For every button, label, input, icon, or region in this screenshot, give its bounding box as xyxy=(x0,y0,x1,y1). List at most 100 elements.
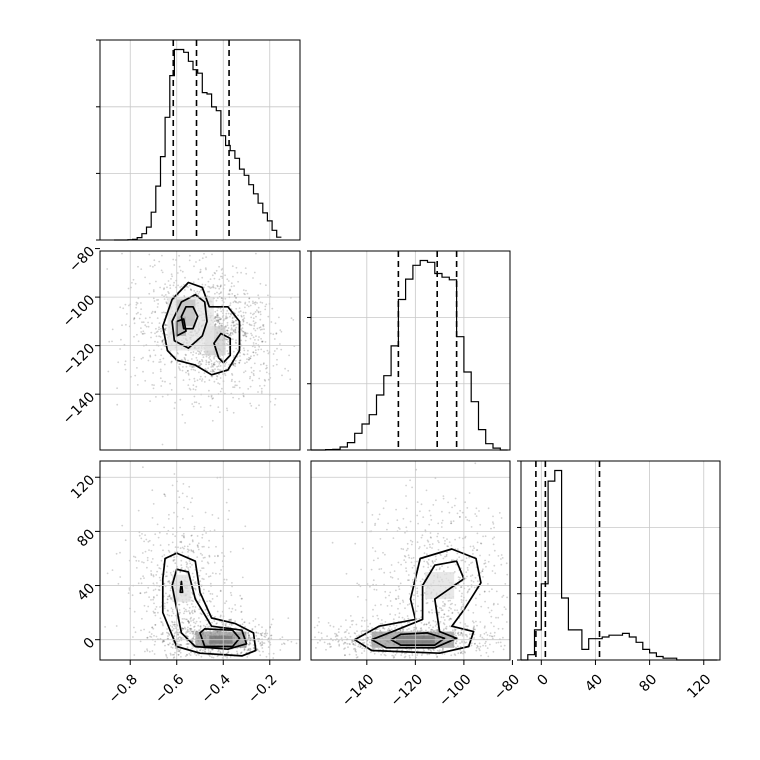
sample-point xyxy=(261,632,264,634)
histogram-step xyxy=(311,259,508,451)
sample-point xyxy=(132,278,135,281)
sample-point xyxy=(459,651,462,654)
sample-point xyxy=(442,570,445,573)
sample-point xyxy=(162,338,165,341)
sample-point xyxy=(210,363,213,365)
sample-point xyxy=(255,631,258,634)
sample-point xyxy=(244,625,246,628)
sample-point xyxy=(180,566,183,569)
sample-point xyxy=(229,304,232,306)
sample-point xyxy=(253,271,256,274)
sample-point xyxy=(140,302,142,304)
sample-point xyxy=(410,543,413,546)
contour-line xyxy=(161,552,257,657)
sample-point xyxy=(249,377,251,380)
sample-point xyxy=(156,341,159,343)
sample-point xyxy=(137,265,139,268)
sample-point xyxy=(201,360,204,362)
sample-point xyxy=(148,549,150,551)
sample-point xyxy=(264,308,267,311)
sample-point xyxy=(154,611,157,614)
sample-point xyxy=(501,596,504,598)
sample-point xyxy=(418,547,420,550)
sample-point xyxy=(260,337,262,340)
sample-point xyxy=(154,310,157,313)
sample-point xyxy=(146,636,149,639)
sample-point xyxy=(445,628,448,630)
sample-point xyxy=(363,647,366,650)
sample-point xyxy=(420,622,423,624)
sample-point xyxy=(429,536,432,538)
sample-point xyxy=(506,573,509,576)
sample-point xyxy=(318,621,320,623)
sample-point xyxy=(452,520,455,522)
sample-point xyxy=(460,607,463,610)
sample-point xyxy=(158,322,161,324)
sample-point xyxy=(408,592,411,595)
sample-point xyxy=(167,595,169,598)
sample-point xyxy=(230,618,233,621)
sample-point xyxy=(217,382,220,384)
sample-point xyxy=(238,311,240,313)
sample-point xyxy=(227,312,230,315)
sample-point xyxy=(188,560,191,562)
sample-point xyxy=(181,369,184,372)
sample-point xyxy=(416,654,418,656)
sample-point xyxy=(479,634,482,636)
sample-point xyxy=(170,273,173,276)
sample-point xyxy=(281,636,284,639)
sample-point xyxy=(369,651,372,654)
sample-point xyxy=(242,395,245,398)
sample-point xyxy=(442,557,445,560)
sample-point xyxy=(183,626,186,629)
sample-point xyxy=(179,526,182,529)
sample-point xyxy=(167,518,170,520)
sample-point xyxy=(183,536,186,539)
sample-point xyxy=(180,540,183,543)
sample-point xyxy=(240,597,243,600)
sample-point xyxy=(346,642,349,645)
sample-point xyxy=(173,623,176,626)
sample-point xyxy=(461,592,463,595)
sample-point xyxy=(242,314,245,317)
sample-point xyxy=(373,647,376,650)
sample-point xyxy=(374,604,377,607)
sample-point xyxy=(427,540,430,543)
sample-point xyxy=(506,596,508,599)
sample-point xyxy=(459,642,461,645)
sample-point xyxy=(207,290,209,293)
sample-point xyxy=(258,326,261,329)
sample-point xyxy=(158,361,161,363)
sample-point xyxy=(461,641,463,644)
sample-point xyxy=(497,627,500,630)
sample-point xyxy=(161,640,164,643)
sample-point xyxy=(252,300,254,303)
sample-point xyxy=(156,306,159,308)
sample-point xyxy=(441,565,443,567)
sample-point xyxy=(247,632,249,635)
sample-point xyxy=(389,613,391,616)
sample-point xyxy=(196,359,199,362)
sample-point xyxy=(459,633,462,636)
sample-point xyxy=(213,630,216,632)
sample-point xyxy=(227,651,230,653)
sample-point xyxy=(392,618,395,621)
sample-point xyxy=(186,628,189,631)
sample-point xyxy=(108,340,111,343)
sample-point xyxy=(377,617,380,620)
sample-point xyxy=(482,576,484,578)
sample-point xyxy=(219,361,222,364)
sample-point xyxy=(230,328,233,331)
sample-point xyxy=(238,380,241,383)
sample-point xyxy=(211,648,214,651)
sample-point xyxy=(257,348,260,351)
sample-point xyxy=(231,321,234,324)
sample-point xyxy=(182,535,185,538)
frame-layer xyxy=(99,39,721,661)
sample-point xyxy=(199,360,201,363)
sample-point xyxy=(257,306,260,309)
sample-point xyxy=(181,621,184,624)
sample-point xyxy=(150,312,153,315)
sample-point xyxy=(165,592,167,595)
